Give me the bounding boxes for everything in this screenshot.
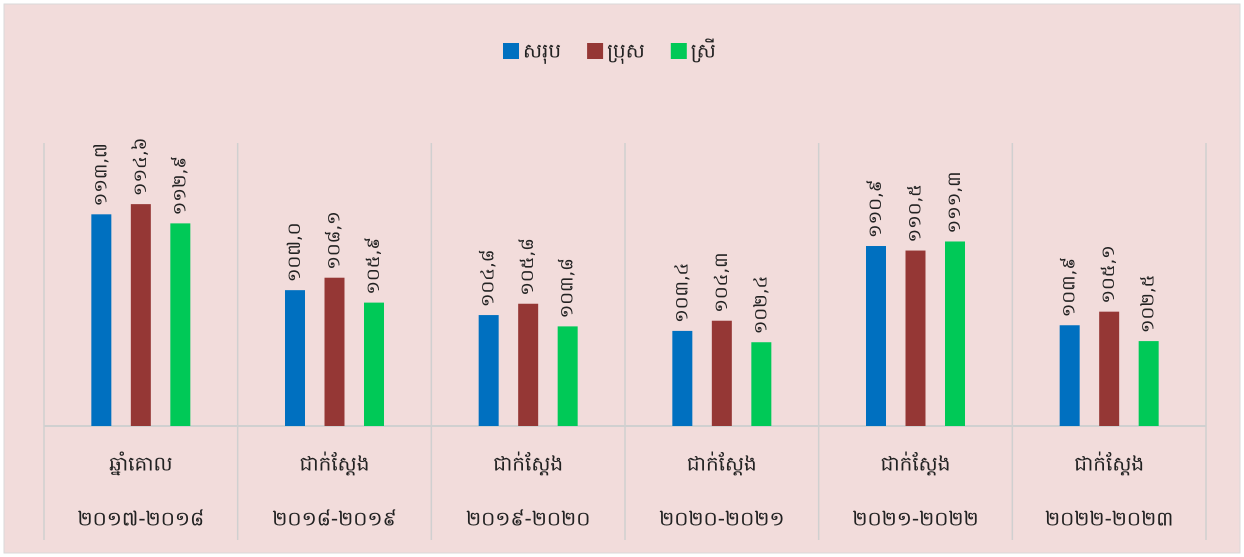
x-tick-label: ២០២១-២០២២ [852,507,978,531]
bar [711,320,732,426]
chart-background [3,3,1241,554]
bar [945,241,965,426]
bar [478,315,499,426]
value-label: ១០៧,០ [284,223,305,283]
value-label: ១០៥,៩ [363,237,384,295]
bar [1138,341,1159,426]
value-label: ១០៤,៣ [711,253,732,313]
bar [518,303,539,426]
bar [170,223,191,426]
bar [91,214,112,426]
x-tick-label: ២០១៩-២០២០ [466,507,590,531]
x-tick-label: ជាក់ស្តែង [300,451,370,476]
value-label: ១០២,៤ [750,276,771,334]
legend-swatch [503,43,519,59]
legend-label: ស្រី [691,38,716,63]
bar [324,277,345,426]
bar [557,326,578,426]
x-tick-label: ២០១៧-២០១៨ [78,507,205,531]
legend-swatch [670,43,687,59]
x-tick-label: ជាក់ស្តែង [493,451,563,476]
legend-label: សរុប [523,39,561,65]
x-tick-label: ២០២២-២០២៣ [1045,507,1173,531]
value-label: ១០៥,៨ [517,238,538,296]
value-label: ១១០,៩ [865,180,886,238]
x-tick-label: ឆ្នាំគោល [109,451,172,476]
x-tick-label: ជាក់ស្តែង [881,451,951,476]
legend-label: ប្រុស [607,39,645,65]
value-label: ១០៣,៨ [557,258,578,318]
bar [130,204,151,426]
bar [285,290,305,426]
bar [1099,311,1120,426]
value-label: ១០៥,១ [1098,245,1119,303]
value-label: ១១០,៥ [905,184,926,242]
value-label: ១១៤,៦ [130,138,151,196]
x-tick-label: ២០២០-២០២១ [659,507,784,531]
value-label: ១១៣,៧ [90,143,111,206]
bar [905,250,926,426]
bar [866,246,886,426]
bar [1059,325,1080,426]
bar [364,302,384,426]
x-tick-label: ២០១៨-២០១៩ [272,507,396,531]
bar [672,330,693,426]
x-tick-label: ជាក់ស្តែង [1074,451,1144,476]
value-label: ១០៣,៩ [1059,257,1080,317]
value-label: ១០២,៥ [1138,275,1159,333]
legend-swatch [587,43,604,59]
value-label: ១១១,៣ [944,171,965,233]
x-tick-label: ជាក់ស្តែង [687,451,757,476]
value-label: ១០៤,៨ [478,249,499,307]
value-label: ១០៨,១ [324,211,345,269]
value-label: ១១២,៩ [169,156,190,215]
value-label: ១០៣,៤ [671,263,692,323]
bar [751,342,772,426]
